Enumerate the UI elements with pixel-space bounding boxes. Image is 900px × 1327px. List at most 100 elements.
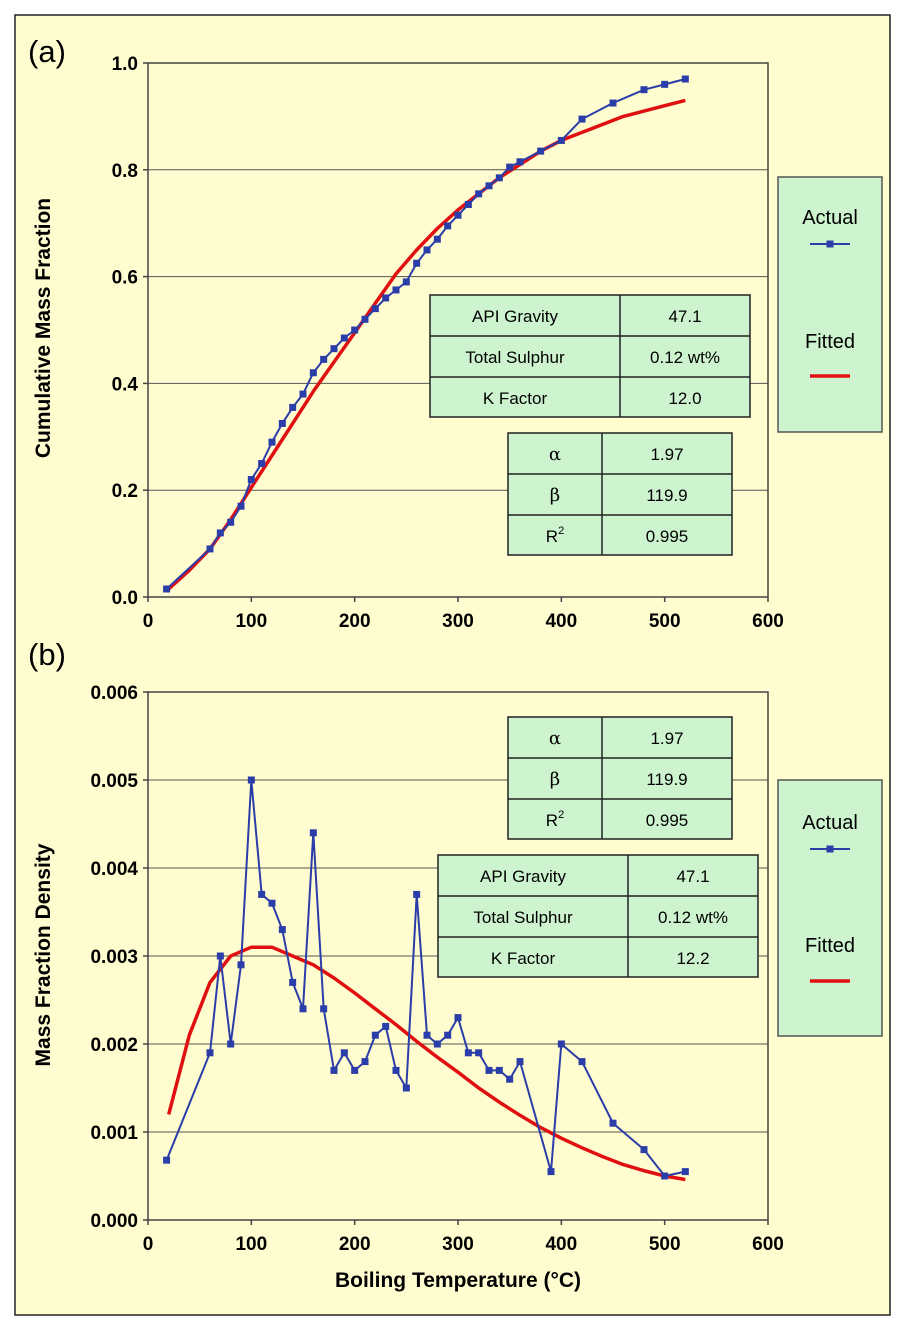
data-point-actual <box>464 1049 472 1057</box>
data-point-actual <box>516 1058 524 1066</box>
x-tick-label: 100 <box>235 611 267 632</box>
legend-box <box>777 779 883 1037</box>
data-point-actual <box>661 1172 669 1180</box>
legend-fitted-label: Fitted <box>805 935 855 957</box>
y-tick-label: 0.001 <box>90 1123 138 1144</box>
data-point-actual <box>402 1084 410 1092</box>
data-point-actual <box>609 99 617 107</box>
data-point-actual <box>495 174 503 182</box>
panel-b: (b) Mass Fraction Density Boiling Temper… <box>28 637 883 1292</box>
figure-background <box>14 14 891 1316</box>
x-tick-label: 0 <box>143 1234 154 1255</box>
legend: Actual Fitted <box>777 779 883 1037</box>
data-point-actual <box>247 476 255 484</box>
parameters-table: α 1.97 β 119.9 R2 0.995 <box>507 432 733 556</box>
data-point-actual <box>506 163 514 171</box>
data-point-actual <box>268 438 276 446</box>
y-tick-label: 0.005 <box>90 771 138 792</box>
param-alpha-value: 1.97 <box>650 445 683 464</box>
data-point-actual <box>537 147 545 155</box>
data-point-actual <box>237 961 245 969</box>
x-tick-label: 100 <box>235 1234 267 1255</box>
table-key: K Factor <box>483 389 548 408</box>
param-beta-value: 119.9 <box>646 486 687 505</box>
legend-fitted-label: Fitted <box>805 331 855 353</box>
data-point-actual <box>423 246 431 254</box>
y-axis-label: Mass Fraction Density <box>32 843 55 1066</box>
data-point-actual <box>640 1146 648 1154</box>
panel-label: (a) <box>28 34 66 69</box>
table-key: API Gravity <box>472 307 558 326</box>
data-point-actual <box>299 1005 307 1013</box>
data-point-actual <box>578 1058 586 1066</box>
data-point-actual <box>163 1156 171 1164</box>
data-point-actual <box>268 899 276 907</box>
table-key: Total Sulphur <box>465 348 565 367</box>
data-point-actual <box>361 1058 369 1066</box>
data-point-actual <box>351 326 359 334</box>
data-point-actual <box>371 305 379 313</box>
table-value: 47.1 <box>676 867 709 886</box>
x-tick-label: 0 <box>143 611 154 632</box>
data-series <box>163 75 689 593</box>
data-point-actual <box>413 259 421 267</box>
data-point-actual <box>206 1049 214 1057</box>
data-point-actual <box>464 201 472 209</box>
data-point-actual <box>516 158 524 166</box>
data-point-actual <box>299 390 307 398</box>
data-point-actual <box>392 286 400 294</box>
axis-ticks: 0.000 0.001 0.002 0.003 0.004 0.005 0.006 0 100 2… <box>90 683 783 1255</box>
x-tick-label: 300 <box>442 611 474 632</box>
data-point-actual <box>454 1014 462 1022</box>
param-r-squared-value: 0.995 <box>646 527 689 546</box>
data-point-actual <box>320 355 328 363</box>
data-point-actual <box>475 1049 483 1057</box>
x-tick-label: 200 <box>339 1234 371 1255</box>
data-point-actual <box>361 315 369 323</box>
y-tick-label: 0.002 <box>90 1035 138 1056</box>
panel-a: (a) Cumulative Mass Fraction 0.00.20.40.… <box>28 34 883 632</box>
data-point-actual <box>444 222 452 230</box>
table-value: 0.12 wt% <box>658 908 728 927</box>
parameters-table-background <box>507 716 733 840</box>
y-tick-label: 0.6 <box>112 268 138 289</box>
data-point-actual <box>485 182 493 190</box>
data-point-actual <box>340 1049 348 1057</box>
table-key: K Factor <box>491 949 556 968</box>
x-tick-label: 500 <box>649 611 681 632</box>
param-beta-value: 119.9 <box>646 770 687 789</box>
param-r-squared-text: R <box>546 811 558 830</box>
param-r-squared-value: 0.995 <box>646 811 689 830</box>
table-value: 0.12 wt% <box>650 348 720 367</box>
x-tick-label: 500 <box>649 1234 681 1255</box>
param-r-squared: R2 <box>546 809 564 830</box>
table-value: 12.0 <box>668 389 701 408</box>
data-point-actual <box>351 1066 359 1074</box>
data-point-actual <box>578 115 586 123</box>
properties-table-background <box>437 854 759 978</box>
x-tick-label: 200 <box>339 611 371 632</box>
data-point-actual <box>433 1040 441 1048</box>
data-point-actual <box>330 1066 338 1074</box>
x-tick-label: 400 <box>545 1234 577 1255</box>
y-tick-label: 0.2 <box>112 481 138 502</box>
parameters-table: α 1.97 β 119.9 R2 0.995 <box>507 716 733 840</box>
param-alpha: α <box>549 728 561 749</box>
properties-table: API Gravity 47.1 Total Sulphur 0.12 wt% … <box>437 854 759 978</box>
legend-box <box>777 176 883 433</box>
param-alpha-value: 1.97 <box>650 729 683 748</box>
data-point-actual <box>433 235 441 243</box>
data-point-actual <box>506 1075 514 1083</box>
data-point-actual <box>227 518 235 526</box>
table-key: Total Sulphur <box>473 908 573 927</box>
x-tick-label: 300 <box>442 1234 474 1255</box>
data-point-actual <box>278 419 286 427</box>
legend-actual-marker <box>826 240 834 248</box>
data-point-actual <box>681 75 689 83</box>
data-point-actual <box>278 926 286 934</box>
data-point-actual <box>330 345 338 353</box>
data-series <box>163 776 689 1182</box>
y-tick-label: 0.0 <box>112 588 138 609</box>
data-point-actual <box>402 278 410 286</box>
